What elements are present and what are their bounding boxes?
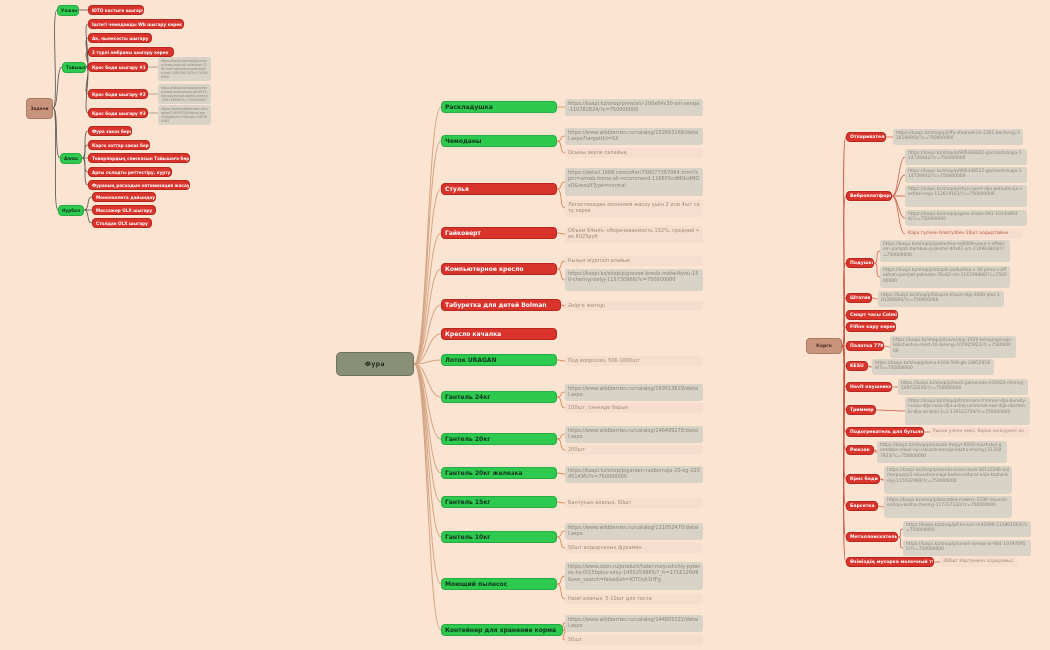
link-note[interactable]: https://kaspi.kz/shop/p/906348522-gorizo… <box>905 167 1027 183</box>
topic-node[interactable]: Крос боди шыгару #2 <box>88 89 148 99</box>
comment-note[interactable]: Рынок улкен емес, бирак конкурент аз <box>930 427 1030 437</box>
topic-node[interactable]: Нурбол <box>58 204 84 216</box>
link-note[interactable]: https://kaspi.kz/shop/p/shopik-podushka-… <box>880 266 1010 288</box>
link-note[interactable]: https://www.wildberries.ru/catalog/14649… <box>565 426 703 443</box>
topic-node[interactable]: Смарт часы Colmi <box>846 310 898 320</box>
root-topic-node[interactable]: Фура <box>336 352 414 376</box>
link-note[interactable]: https://kaspi.kz/shop/p/trimmerx-trimmer… <box>905 397 1030 425</box>
link-note[interactable]: https://detail.1688.com/offer/7580773670… <box>565 168 703 196</box>
topic-node[interactable]: Столдан OLX шыгару <box>92 218 152 228</box>
topic-node[interactable]: Гантель 20кг железка <box>441 467 557 479</box>
topic-node[interactable]: Кресло качалка <box>441 328 557 340</box>
topic-node[interactable]: Фура заказ беру <box>88 126 132 136</box>
topic-node[interactable]: Fifine кару керек <box>846 322 896 332</box>
root-topic-node[interactable]: Задачи <box>26 97 53 119</box>
link-note[interactable]: https://kaspi.kz/shop/p/barsetka-makers-… <box>884 496 1012 518</box>
topic-node[interactable]: Фураның расходын оптимизация жасау <box>88 180 190 190</box>
link-note[interactable]: https://kaspi.kz/shop/p/garden-razbornaj… <box>565 466 703 483</box>
topic-node[interactable]: Подушка <box>846 258 874 268</box>
link-note[interactable]: https://kaspi.kz/shop/p/fotopro-tripod-d… <box>878 291 1004 307</box>
topic-node[interactable]: Табуретка для детей Bolman <box>441 299 561 311</box>
comment-note[interactable]: 50шт <box>565 635 703 645</box>
topic-node[interactable]: Гантель 24кг <box>441 391 557 403</box>
link-note[interactable]: https://www.ozon.ru/product/haier-moyush… <box>565 562 703 590</box>
topic-node[interactable]: Раскладушка <box>441 101 557 113</box>
topic-node[interactable]: ЮТО кастыге шыгару <box>88 5 144 15</box>
topic-node[interactable]: Компьютерное кресло <box>441 263 557 275</box>
comment-note[interactable]: Әзірге жетеді <box>565 301 703 311</box>
link-note[interactable]: https://kaspi.kz/shop/p/sumka-kross-bodi… <box>158 84 211 104</box>
link-note[interactable]: https://kaspi.kz/shop/p/sumka-kross-bodi… <box>158 57 211 82</box>
comment-note[interactable]: Под вопросом, 500-1000шт <box>565 356 703 366</box>
link-note[interactable]: https://kaspi.kz/shop/p/rjukzak-moyyi-60… <box>877 441 1007 463</box>
link-note[interactable]: https://www.wildberries.ru/catalog/21950… <box>158 105 211 125</box>
link-note[interactable]: https://kaspi.kz/shop/p/906348822-gorizo… <box>905 149 1027 165</box>
root-topic-node[interactable]: Карго <box>806 338 842 354</box>
topic-node[interactable]: Крос боди шыгару #1 <box>88 62 148 72</box>
link-note[interactable]: https://www.wildberries.ru/catalog/15266… <box>565 128 703 145</box>
topic-node[interactable]: Стулья <box>441 183 557 195</box>
comment-note[interactable]: 300шт Картонмен алдырамыз <box>940 557 1018 567</box>
topic-node[interactable]: Барсетка <box>846 501 878 511</box>
topic-node[interactable]: Металлоискатель <box>846 532 898 542</box>
topic-node[interactable]: Ак, пылесосты шыгару <box>88 33 152 43</box>
topic-node[interactable]: Чемоданы <box>441 135 557 147</box>
link-note[interactable]: https://www.wildberries.ru/catalog/16951… <box>565 384 703 401</box>
topic-node[interactable]: Товарлардың спискасын Тайышаға беру <box>88 153 190 163</box>
topic-node[interactable]: KESU <box>846 361 868 371</box>
link-note[interactable]: https://kaspi.kz/shop/p/havit-gamenote-h… <box>898 379 1028 395</box>
link-note[interactable]: https://kaspi.kz/shop/p/jiffy-steamer-li… <box>893 129 1023 145</box>
link-note[interactable]: https://kaspi.kz/shop/p/shyn-sport-dlja-… <box>905 185 1027 207</box>
link-note[interactable]: https://kaspi.kz/shop/p/grovoe-kreslo-me… <box>565 269 703 291</box>
topic-node[interactable]: Контейнер для хранение корма <box>441 624 563 636</box>
topic-node[interactable]: Подогреватель для бутылки <box>846 427 924 437</box>
link-note[interactable]: https://kaspi.kz/shop/p/podushka-mj9069-… <box>880 240 1010 262</box>
link-note[interactable]: https://www.wildberries.ru/catalog/14480… <box>565 615 703 632</box>
topic-node[interactable]: Улжан <box>57 4 79 16</box>
topic-node[interactable]: Іштегі чемоданды Wb шыгару керек <box>88 19 184 29</box>
topic-node[interactable]: Гантель 10кг <box>441 531 557 543</box>
comment-note[interactable]: Бантусын алапыз, 50шт <box>565 498 703 508</box>
topic-node[interactable]: Арғы складты реттестіру, кұрту <box>88 167 172 177</box>
topic-node[interactable]: Карго заттар заказ беру <box>88 140 150 150</box>
topic-node[interactable]: Гантель 20кг <box>441 433 557 445</box>
topic-node[interactable]: Аппас <box>60 152 82 164</box>
topic-node[interactable]: Триммер <box>846 405 876 415</box>
topic-node[interactable]: Отпариватель <box>846 132 886 142</box>
link-note[interactable]: https://kaspi.kz/shop/p/f.lia-kari-md509… <box>903 521 1031 537</box>
comment-note[interactable]: Объем 64млн, оборачиваемость 152%, средн… <box>565 226 703 243</box>
link-note[interactable]: https://kaspi.kz/shop/p/kesu-k108-500-gb… <box>872 359 994 375</box>
comment-note[interactable]: Haier алапыз, 5-10шт для теста <box>565 594 703 604</box>
comment-note[interactable]: 50шт алдырғалық фурамен <box>565 543 703 553</box>
link-note[interactable]: https://kaspi.kz/shop/p/sumka-kross-bodi… <box>884 466 1012 494</box>
comment-note[interactable]: Логистикадан экономия жасау үшін 2 или 4… <box>565 200 703 217</box>
topic-node[interactable]: Лоток URAGAN <box>441 354 557 366</box>
topic-node[interactable]: Монопаллета дайындау <box>92 192 156 202</box>
topic-node[interactable]: Тайыша <box>62 61 86 73</box>
topic-node[interactable]: Крос боди шыгару #3 <box>88 108 148 118</box>
topic-node[interactable]: Виброплатформа <box>846 191 892 201</box>
link-note[interactable]: https://kaspi.kz/shop/p/travel.top-1920-… <box>890 336 1016 358</box>
comment-note[interactable]: 100шт, сәнниде барын <box>565 403 703 413</box>
topic-node[interactable]: Өзіміздің мусорка молочный түсі <box>846 557 934 567</box>
topic-node[interactable]: Массажер OLX шыгару <box>92 205 156 215</box>
topic-node[interactable]: Штатив <box>846 293 872 303</box>
topic-node[interactable]: Рюкзак <box>846 445 874 455</box>
topic-node[interactable]: Моющий пылесос <box>441 578 557 590</box>
link-note[interactable]: https://kaspi.kz/shop/p/smart-sensor-ar-… <box>903 540 1031 556</box>
topic-node[interactable]: Гайковерт <box>441 227 557 239</box>
comment-note[interactable]: Кара түсінен блютузбен 10шт алдыртайык <box>905 229 1023 239</box>
comment-note[interactable]: 200шт <box>565 445 703 455</box>
topic-node[interactable]: Палатка 77К <box>846 341 884 351</box>
link-note[interactable]: https://www.wildberries.ru/catalog/12105… <box>565 523 703 540</box>
topic-node[interactable]: Havit наушники <box>846 382 892 392</box>
comment-note[interactable]: Кызыл жүргізіп алайық <box>565 256 703 266</box>
topic-node[interactable]: 2 түрлі әмбраны шыгару керек <box>88 47 174 57</box>
comment-note[interactable]: Осыны әкеле салайық <box>565 148 703 158</box>
topic-node[interactable]: Гантель 15кг <box>441 496 557 508</box>
link-note[interactable]: https://kaspi.kz/shop/p/gess-shake-081-1… <box>905 210 1027 226</box>
link-note[interactable]: https://kaspi.kz/shop/p/meishi-200x64x30… <box>565 99 703 116</box>
topic-node[interactable]: Крос боди <box>846 474 880 484</box>
